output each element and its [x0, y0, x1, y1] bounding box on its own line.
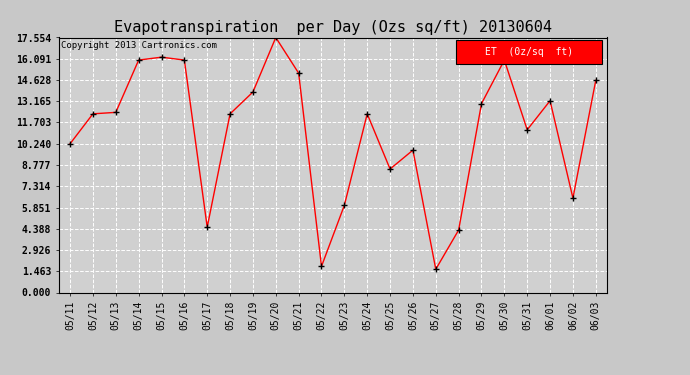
- Text: Copyright 2013 Cartronics.com: Copyright 2013 Cartronics.com: [61, 41, 217, 50]
- Text: ET  (0z/sq  ft): ET (0z/sq ft): [484, 47, 573, 57]
- Title: Evapotranspiration  per Day (Ozs sq/ft) 20130604: Evapotranspiration per Day (Ozs sq/ft) 2…: [114, 20, 552, 35]
- FancyBboxPatch shape: [456, 40, 602, 64]
